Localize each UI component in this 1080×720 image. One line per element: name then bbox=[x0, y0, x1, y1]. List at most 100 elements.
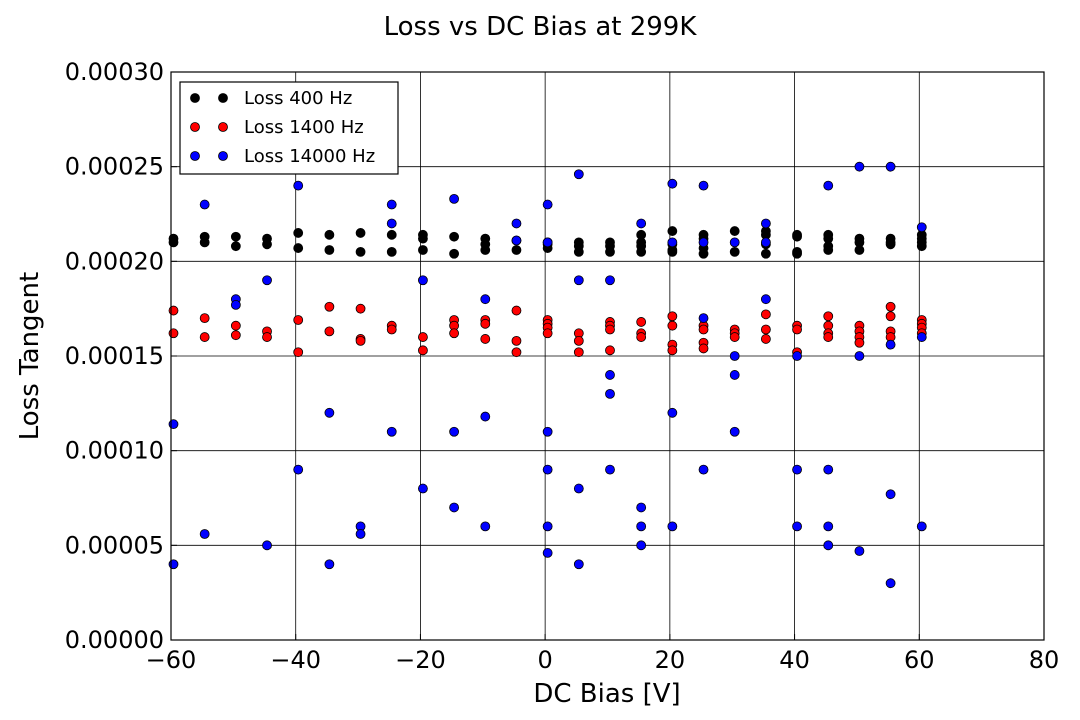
data-point bbox=[449, 502, 460, 513]
series-1 bbox=[168, 301, 927, 358]
data-point bbox=[854, 546, 865, 556]
data-point bbox=[916, 521, 927, 532]
y-tick-label: 0.00010 bbox=[65, 437, 164, 465]
x-tick-label: −60 bbox=[146, 646, 197, 674]
data-point bbox=[511, 335, 522, 346]
data-point bbox=[386, 426, 397, 437]
data-point bbox=[698, 313, 709, 324]
data-point bbox=[854, 337, 865, 348]
data-point bbox=[792, 351, 802, 361]
data-point bbox=[199, 199, 210, 210]
data-point bbox=[293, 464, 304, 475]
data-point bbox=[573, 275, 584, 286]
data-point bbox=[823, 311, 834, 322]
data-point bbox=[511, 218, 522, 229]
data-point bbox=[854, 351, 865, 361]
data-point bbox=[230, 299, 241, 310]
series-2 bbox=[168, 161, 927, 589]
data-point bbox=[386, 229, 397, 240]
data-point bbox=[386, 218, 397, 229]
x-tick-label: −20 bbox=[395, 646, 446, 674]
data-point bbox=[480, 318, 491, 329]
data-point bbox=[199, 313, 210, 324]
data-point bbox=[729, 332, 740, 342]
data-point bbox=[605, 345, 615, 356]
data-point bbox=[573, 483, 584, 494]
data-point bbox=[760, 294, 771, 305]
y-tick-label: 0.00020 bbox=[65, 247, 164, 275]
data-point bbox=[823, 521, 834, 532]
legend-marker bbox=[190, 151, 200, 161]
data-point bbox=[480, 521, 491, 532]
data-point bbox=[698, 180, 709, 191]
data-point bbox=[542, 464, 553, 475]
x-tick-label: −40 bbox=[270, 646, 321, 674]
data-point bbox=[636, 246, 647, 257]
data-point bbox=[262, 239, 272, 250]
x-tick-label: 0 bbox=[538, 646, 553, 674]
x-tick-label: 40 bbox=[779, 646, 810, 674]
data-point bbox=[355, 246, 366, 257]
legend-marker bbox=[190, 93, 200, 103]
data-point bbox=[386, 199, 397, 210]
data-point bbox=[542, 548, 553, 558]
data-point bbox=[667, 237, 678, 248]
data-point bbox=[262, 275, 272, 286]
data-point bbox=[418, 483, 428, 494]
data-point bbox=[760, 309, 771, 320]
data-point bbox=[262, 332, 272, 342]
data-point bbox=[605, 246, 615, 257]
data-point bbox=[636, 317, 647, 327]
data-point bbox=[418, 245, 428, 255]
data-point bbox=[324, 326, 335, 337]
data-point bbox=[573, 246, 584, 257]
data-point bbox=[230, 231, 241, 242]
data-point bbox=[667, 320, 678, 331]
data-point bbox=[480, 411, 491, 422]
data-point bbox=[168, 419, 179, 430]
x-tick-label: 60 bbox=[904, 646, 935, 674]
data-point bbox=[573, 559, 584, 570]
data-point bbox=[418, 233, 428, 244]
data-point bbox=[199, 332, 210, 342]
data-point bbox=[729, 246, 740, 257]
x-tick-label: 80 bbox=[1029, 646, 1060, 674]
legend: Loss 400 Hz Loss 1400 Hz Loss 14000 Hz bbox=[179, 81, 399, 175]
data-point bbox=[667, 407, 678, 418]
legend-marker bbox=[218, 122, 228, 132]
data-point bbox=[854, 161, 865, 172]
data-point bbox=[480, 294, 491, 305]
data-point bbox=[667, 521, 678, 532]
legend-label: Loss 14000 Hz bbox=[244, 146, 375, 167]
data-point bbox=[418, 345, 428, 356]
data-point bbox=[293, 315, 304, 325]
y-tick-label: 0.00030 bbox=[65, 58, 164, 86]
data-point bbox=[792, 324, 802, 335]
data-point bbox=[667, 345, 678, 356]
data-point bbox=[667, 226, 678, 236]
data-point bbox=[511, 245, 522, 255]
legend-marker bbox=[218, 151, 228, 161]
data-point bbox=[230, 241, 241, 252]
data-point bbox=[792, 231, 802, 242]
data-point bbox=[729, 226, 740, 236]
x-axis-label: DC Bias [V] bbox=[533, 679, 680, 709]
data-point bbox=[698, 237, 709, 248]
data-point bbox=[885, 578, 896, 589]
chart-title: Loss vs DC Bias at 299K bbox=[384, 12, 698, 42]
data-point bbox=[324, 301, 335, 312]
data-point bbox=[760, 237, 771, 248]
data-point bbox=[636, 218, 647, 229]
data-point bbox=[199, 237, 210, 248]
data-point bbox=[885, 339, 896, 350]
data-point bbox=[636, 540, 647, 551]
data-point bbox=[449, 231, 460, 242]
y-axis-ticks: 0.00000 0.00005 0.00010 0.00015 0.00020 0.000… bbox=[65, 58, 177, 654]
data-point bbox=[480, 334, 491, 344]
data-point bbox=[605, 370, 615, 380]
data-point bbox=[230, 330, 241, 341]
data-point bbox=[573, 335, 584, 346]
y-tick-label: 0.00015 bbox=[65, 342, 164, 370]
x-axis-ticks: −60 −40 −20 0 20 40 60 80 bbox=[146, 634, 1060, 674]
data-point bbox=[916, 241, 927, 252]
